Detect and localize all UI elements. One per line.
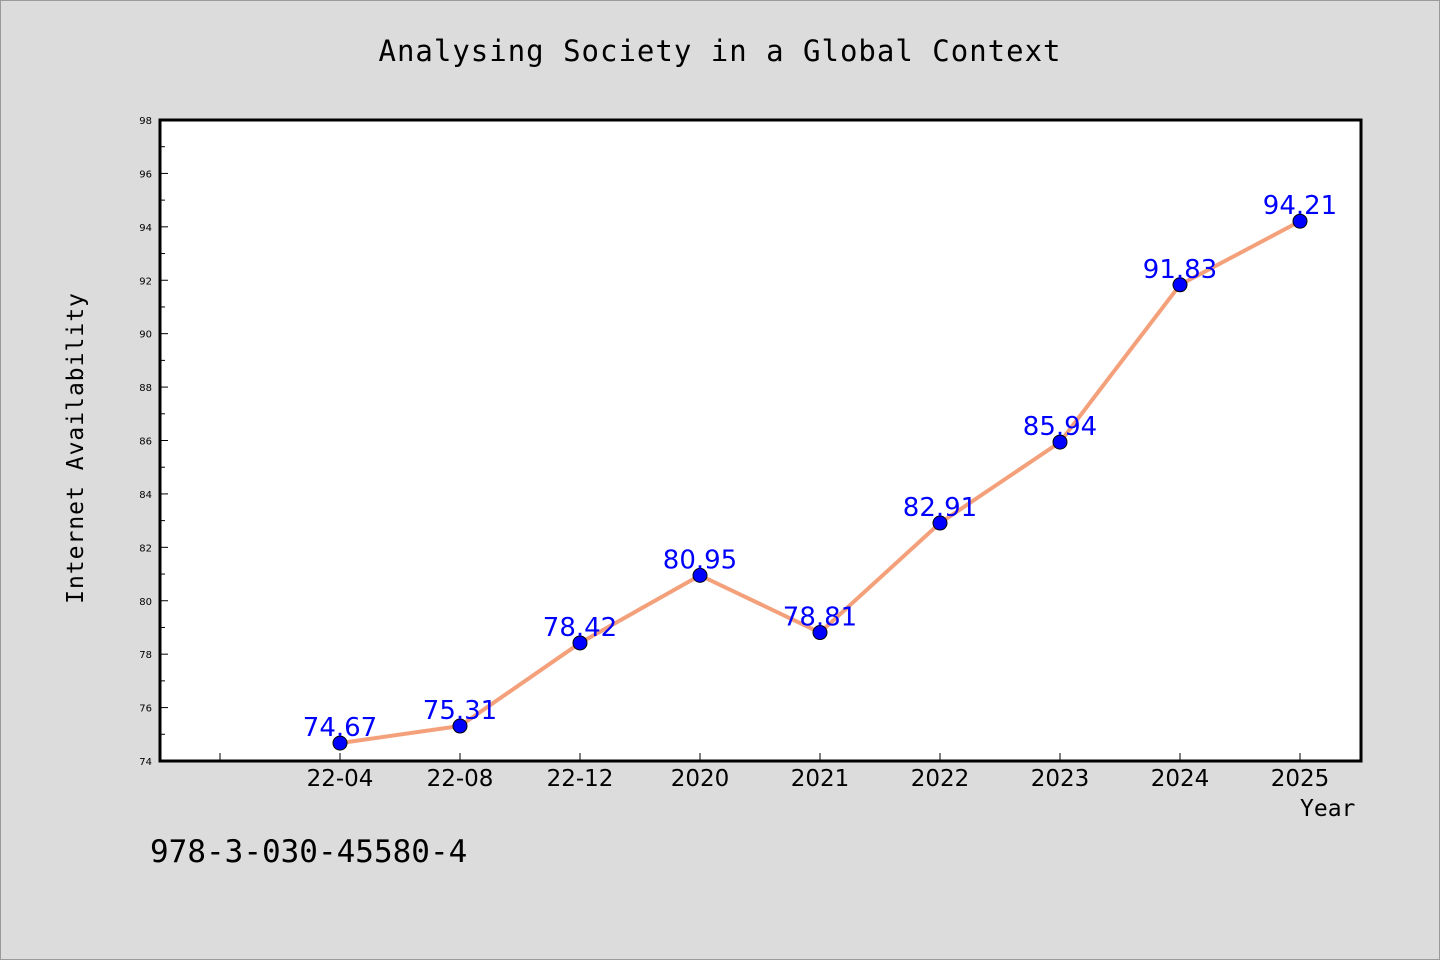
x-tick-label: 22-12 (547, 766, 614, 792)
data-point (1052, 434, 1068, 450)
y-tick-label: 84 (139, 490, 152, 501)
plot-area (158, 118, 1363, 763)
data-point (332, 735, 348, 751)
isbn-text: 978-3-030-45580-4 (150, 834, 468, 870)
data-point (1292, 213, 1308, 229)
x-tick-label: 2021 (791, 766, 850, 792)
y-tick-label: 82 (139, 543, 152, 554)
data-label: 78.42 (543, 613, 617, 643)
data-label: 75.31 (423, 696, 497, 726)
y-tick-label: 96 (139, 169, 152, 180)
x-tick-label: 2020 (671, 766, 730, 792)
y-axis-ticks: 74 76 78 80 82 84 86 88 90 92 94 96 98 (139, 116, 168, 768)
x-tick-label: 22-08 (427, 766, 494, 792)
data-label: 85.94 (1023, 412, 1097, 442)
x-tick-label: 2023 (1031, 766, 1090, 792)
y-tick-label: 78 (139, 650, 152, 661)
y-tick-label: 88 (139, 383, 152, 394)
y-tick-label: 98 (139, 116, 152, 127)
y-tick-label: 86 (139, 437, 152, 448)
data-label: 91.83 (1143, 255, 1217, 285)
data-point (572, 635, 588, 651)
data-label: 80.95 (663, 545, 737, 575)
data-label: 82.91 (903, 493, 977, 523)
x-axis-ticks: 22-04 22-08 22-12 2020 2021 2022 2023 2024 2025 (219, 753, 1330, 792)
x-axis-label: Year (1300, 796, 1356, 822)
y-tick-label: 92 (139, 276, 152, 287)
y-tick-label: 94 (139, 223, 152, 234)
data-point (812, 625, 828, 641)
data-point (692, 567, 708, 583)
data-point (452, 718, 468, 734)
x-tick-label: 2022 (911, 766, 970, 792)
chart-title: Analysing Society in a Global Context (378, 34, 1062, 68)
data-label: 78.81 (783, 603, 857, 633)
data-point (1172, 277, 1188, 293)
y-tick-label: 90 (139, 330, 152, 341)
y-tick-label: 74 (139, 757, 152, 768)
y-axis-label: Internet Availability (63, 292, 89, 604)
x-tick-label: 2025 (1271, 766, 1330, 792)
x-tick-label: 2024 (1151, 766, 1210, 792)
series-layer: 74.67 75.31 78.42 80.95 78.81 82.91 85.94 91.83… (303, 191, 1337, 751)
data-point (932, 515, 948, 531)
data-label: 94.21 (1263, 191, 1337, 221)
y-tick-label: 80 (139, 597, 152, 608)
x-tick-label: 22-04 (307, 766, 374, 792)
data-label: 74.67 (303, 713, 377, 743)
y-tick-label: 76 (139, 704, 152, 715)
